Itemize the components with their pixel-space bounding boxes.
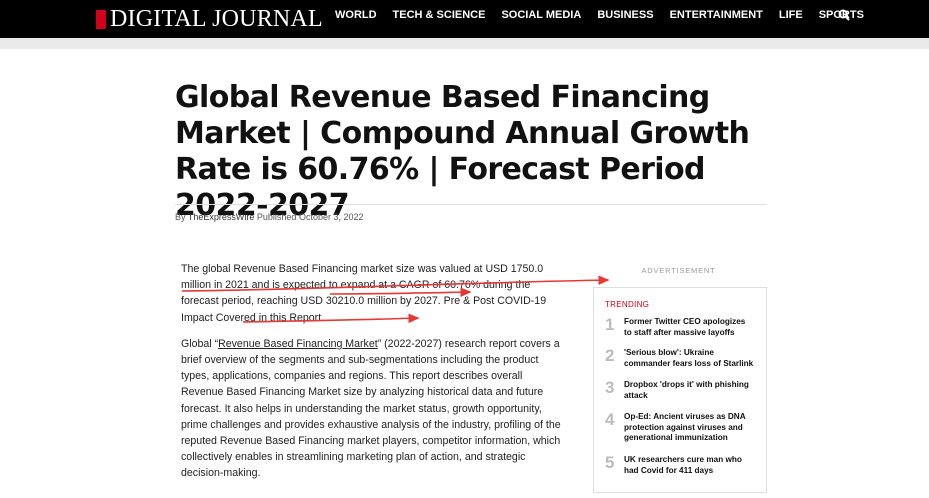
trending-number: 5: [605, 453, 615, 472]
trending-box: TRENDING 1 Former Twitter CEO apologizes…: [593, 287, 767, 493]
search-icon[interactable]: [838, 9, 850, 21]
trending-item-5[interactable]: 5 UK researchers cure man who had Covid …: [605, 453, 755, 476]
byline-author[interactable]: TheExpressWire: [187, 212, 255, 222]
nav-world[interactable]: WORLD: [335, 9, 377, 21]
top-navigation-bar: DIGITAL JOURNAL WORLD TECH & SCIENCE SOC…: [0, 0, 929, 38]
article-byline: By TheExpressWire Published October 3, 2…: [175, 212, 363, 222]
trending-item-3[interactable]: 3 Dropbox 'drops it' with phishing attac…: [605, 378, 755, 401]
trending-title: TRENDING: [605, 300, 650, 309]
trending-headline[interactable]: UK researchers cure man who had Covid fo…: [624, 455, 742, 475]
advertisement-label: ADVERTISEMENT: [641, 266, 716, 275]
article-title: Global Revenue Based Financing Market | …: [175, 80, 750, 223]
nav-social-media[interactable]: SOCIAL MEDIA: [501, 9, 582, 21]
trending-headline[interactable]: Former Twitter CEO apologizes to staff a…: [624, 317, 746, 337]
para2-after: ” (2022-2027) research report covers a b…: [181, 337, 561, 480]
nav-tech-science[interactable]: TECH & SCIENCE: [392, 9, 486, 21]
trending-item-1[interactable]: 1 Former Twitter CEO apologizes to staff…: [605, 315, 755, 338]
trending-headline[interactable]: Dropbox 'drops it' with phishing attack: [624, 380, 749, 400]
market-report-link[interactable]: Revenue Based Financing Market: [218, 337, 378, 350]
trending-number: 4: [605, 410, 615, 429]
article-paragraph-2: Global “Revenue Based Financing Market” …: [181, 336, 565, 482]
logo-red-mark: [96, 9, 106, 29]
byline-published-label: Published: [256, 212, 297, 222]
article-paragraph-1: The global Revenue Based Financing marke…: [181, 263, 547, 324]
main-nav: WORLD TECH & SCIENCE SOCIAL MEDIA BUSINE…: [335, 0, 880, 30]
site-logo[interactable]: DIGITAL JOURNAL: [96, 4, 323, 34]
para2-before: Global “: [181, 337, 219, 350]
trending-number: 2: [605, 346, 615, 365]
trending-item-4[interactable]: 4 Op-Ed: Ancient viruses as DNA protecti…: [605, 411, 755, 444]
nav-business[interactable]: BUSINESS: [597, 9, 654, 21]
byline-divider: [175, 204, 766, 205]
header-sub-bar: [0, 38, 929, 49]
trending-headline[interactable]: Op-Ed: Ancient viruses as DNA protection…: [624, 412, 746, 443]
trending-item-2[interactable]: 2 'Serious blow': Ukraine commander fear…: [605, 346, 755, 369]
nav-entertainment[interactable]: ENTERTAINMENT: [669, 9, 763, 21]
trending-number: 3: [605, 378, 615, 397]
nav-sports[interactable]: SPORTS: [818, 9, 864, 21]
trending-headline[interactable]: 'Serious blow': Ukraine commander fears …: [624, 348, 754, 368]
byline-by-label: By: [175, 212, 186, 222]
article-body: The global Revenue Based Financing marke…: [181, 261, 565, 492]
trending-number: 1: [605, 315, 615, 334]
logo-text: DIGITAL JOURNAL: [110, 5, 323, 32]
nav-life[interactable]: LIFE: [778, 9, 803, 21]
byline-date: October 3, 2022: [298, 212, 364, 222]
